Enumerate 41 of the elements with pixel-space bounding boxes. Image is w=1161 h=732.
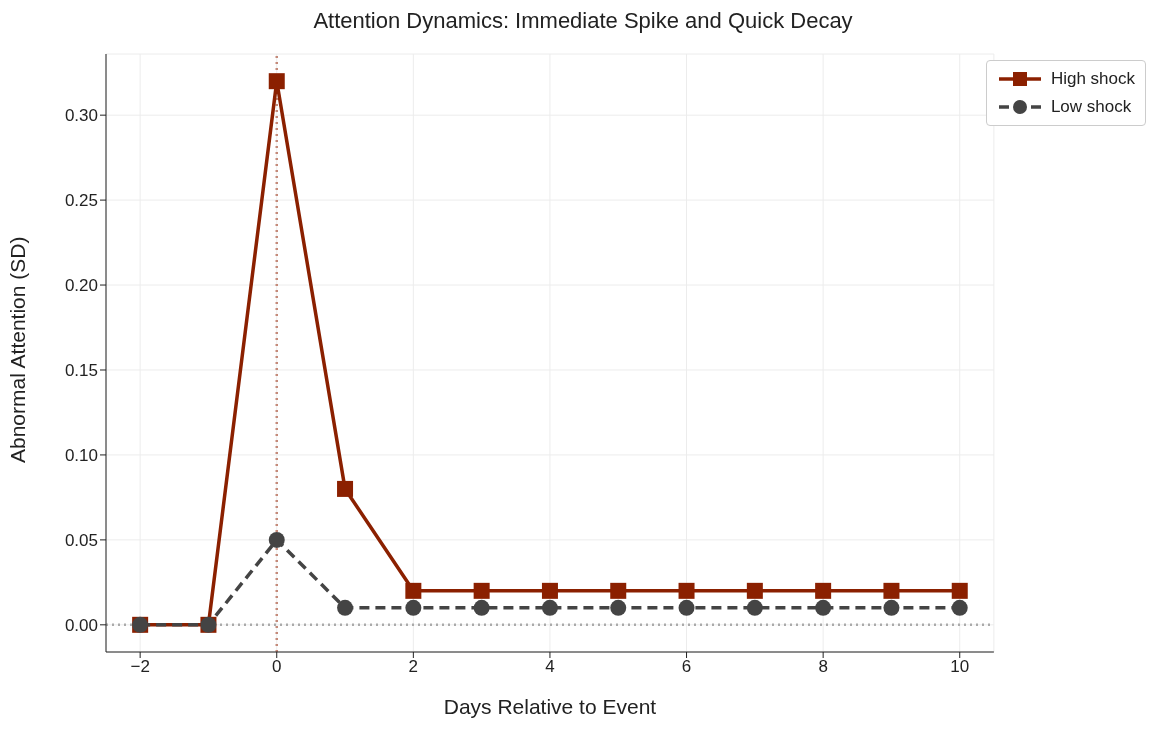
- point: [815, 599, 832, 616]
- x-tick-label: 0: [272, 657, 282, 677]
- point: [883, 599, 900, 616]
- y-axis-title: Abnormal Attention (SD): [6, 236, 30, 463]
- point: [268, 531, 285, 548]
- legend-label: High shock: [1050, 69, 1135, 89]
- y-tick-label: 0.20: [64, 276, 98, 296]
- x-axis-title: Days Relative to Event: [443, 695, 657, 718]
- chart-title: Attention Dynamics: Immediate Spike and Quick Decay: [312, 8, 854, 35]
- y-tick-label: 0.00: [64, 615, 98, 635]
- point: [541, 599, 558, 616]
- point: [473, 599, 490, 616]
- point: [883, 582, 900, 599]
- point: [678, 582, 695, 599]
- x-tick-label: 10: [950, 657, 970, 677]
- point: [610, 599, 627, 616]
- x-tick-label: −2: [130, 657, 150, 677]
- point: [405, 582, 422, 599]
- point: [815, 582, 832, 599]
- y-tick-label: 0.30: [64, 106, 98, 126]
- point: [337, 599, 354, 616]
- point: [746, 582, 763, 599]
- point: [268, 73, 285, 90]
- legend-label: Low shock: [1050, 97, 1132, 117]
- y-tick-label: 0.10: [64, 445, 98, 465]
- x-tick-label: 6: [681, 657, 692, 677]
- point: [678, 599, 695, 616]
- point: [746, 599, 763, 616]
- point: [951, 582, 968, 599]
- y-tick-label: 0.25: [64, 191, 98, 211]
- x-tick-label: 8: [818, 657, 828, 677]
- point: [405, 599, 422, 616]
- point: [951, 599, 968, 616]
- point: [610, 582, 627, 599]
- x-tick-label: 2: [408, 657, 419, 677]
- point: [541, 582, 558, 599]
- y-tick-label: 0.05: [64, 530, 98, 550]
- y-tick-label: 0.15: [64, 361, 98, 381]
- point: [337, 480, 354, 497]
- x-tick-label: 4: [545, 657, 555, 677]
- point: [473, 582, 490, 599]
